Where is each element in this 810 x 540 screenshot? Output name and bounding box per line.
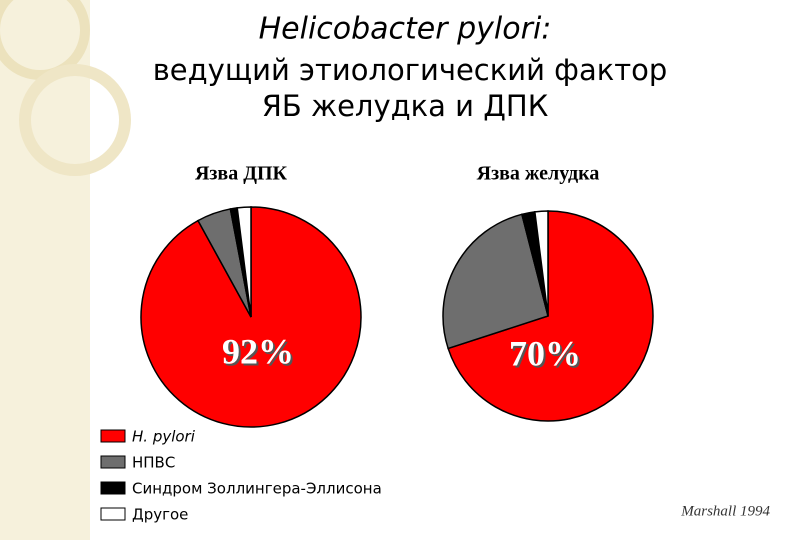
value-label: 70% bbox=[509, 333, 581, 373]
pie-slice bbox=[236, 206, 252, 318]
chart-title: Язва желудка bbox=[477, 163, 600, 185]
decor-circle bbox=[19, 64, 131, 176]
chart-title: Язва ДПК bbox=[195, 163, 288, 185]
side-strip bbox=[0, 0, 90, 540]
pie-slice bbox=[534, 210, 549, 317]
value-label-shadow: 70% bbox=[511, 335, 583, 375]
decor-circle bbox=[0, 0, 90, 80]
legend-swatch bbox=[100, 455, 126, 469]
slide-title: Helicobacter pylori: bbox=[259, 12, 552, 47]
source: Marshall 1994 bbox=[680, 503, 770, 519]
value-label-shadow: 92% bbox=[224, 333, 296, 373]
legend-swatch bbox=[100, 481, 126, 495]
legend-label: НПВС bbox=[132, 454, 175, 472]
pie-slice bbox=[447, 210, 654, 422]
legend-label: H. pylori bbox=[132, 428, 196, 446]
slide-subtitle: ЯБ желудка и ДПК bbox=[262, 89, 549, 123]
slide-subtitle: ведущий этиологический фактор bbox=[153, 53, 668, 87]
pie-slice bbox=[442, 213, 549, 350]
legend-label: Синдром Золлингера-Эллисона bbox=[132, 480, 382, 498]
value-label: 92% bbox=[222, 331, 294, 371]
legend-swatch bbox=[100, 429, 126, 443]
legend-label: Другое bbox=[132, 506, 188, 524]
legend-swatch bbox=[100, 507, 126, 521]
